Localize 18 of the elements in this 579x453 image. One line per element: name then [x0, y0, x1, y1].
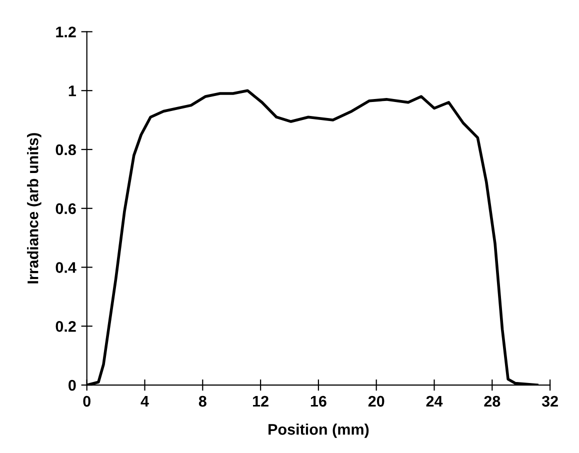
y-tick-label: 0: [68, 380, 76, 391]
y-tick-label: 0.2: [56, 321, 76, 332]
y-tick-label: 1: [68, 86, 76, 96]
x-tick-label: 24: [426, 396, 443, 407]
x-tick-label: 12: [253, 396, 268, 407]
y-tick-label: 0.4: [56, 262, 76, 273]
y-axis-title: Irradiance (arb units): [27, 133, 42, 284]
y-tick-label: 0.8: [56, 144, 76, 156]
x-tick-label: 0: [83, 396, 90, 407]
y-tick-label: 0.6: [56, 203, 76, 214]
x-tick-label: 28: [484, 396, 500, 407]
x-tick-label: 8: [198, 396, 206, 407]
x-tick-label: 32: [542, 396, 558, 407]
x-tick-label: 4: [140, 396, 149, 407]
x-axis-title: Position (mm): [268, 424, 369, 438]
x-tick-label: 16: [310, 396, 326, 407]
x-tick-label: 20: [368, 396, 384, 407]
y-tick-label: 1.2: [56, 26, 76, 38]
